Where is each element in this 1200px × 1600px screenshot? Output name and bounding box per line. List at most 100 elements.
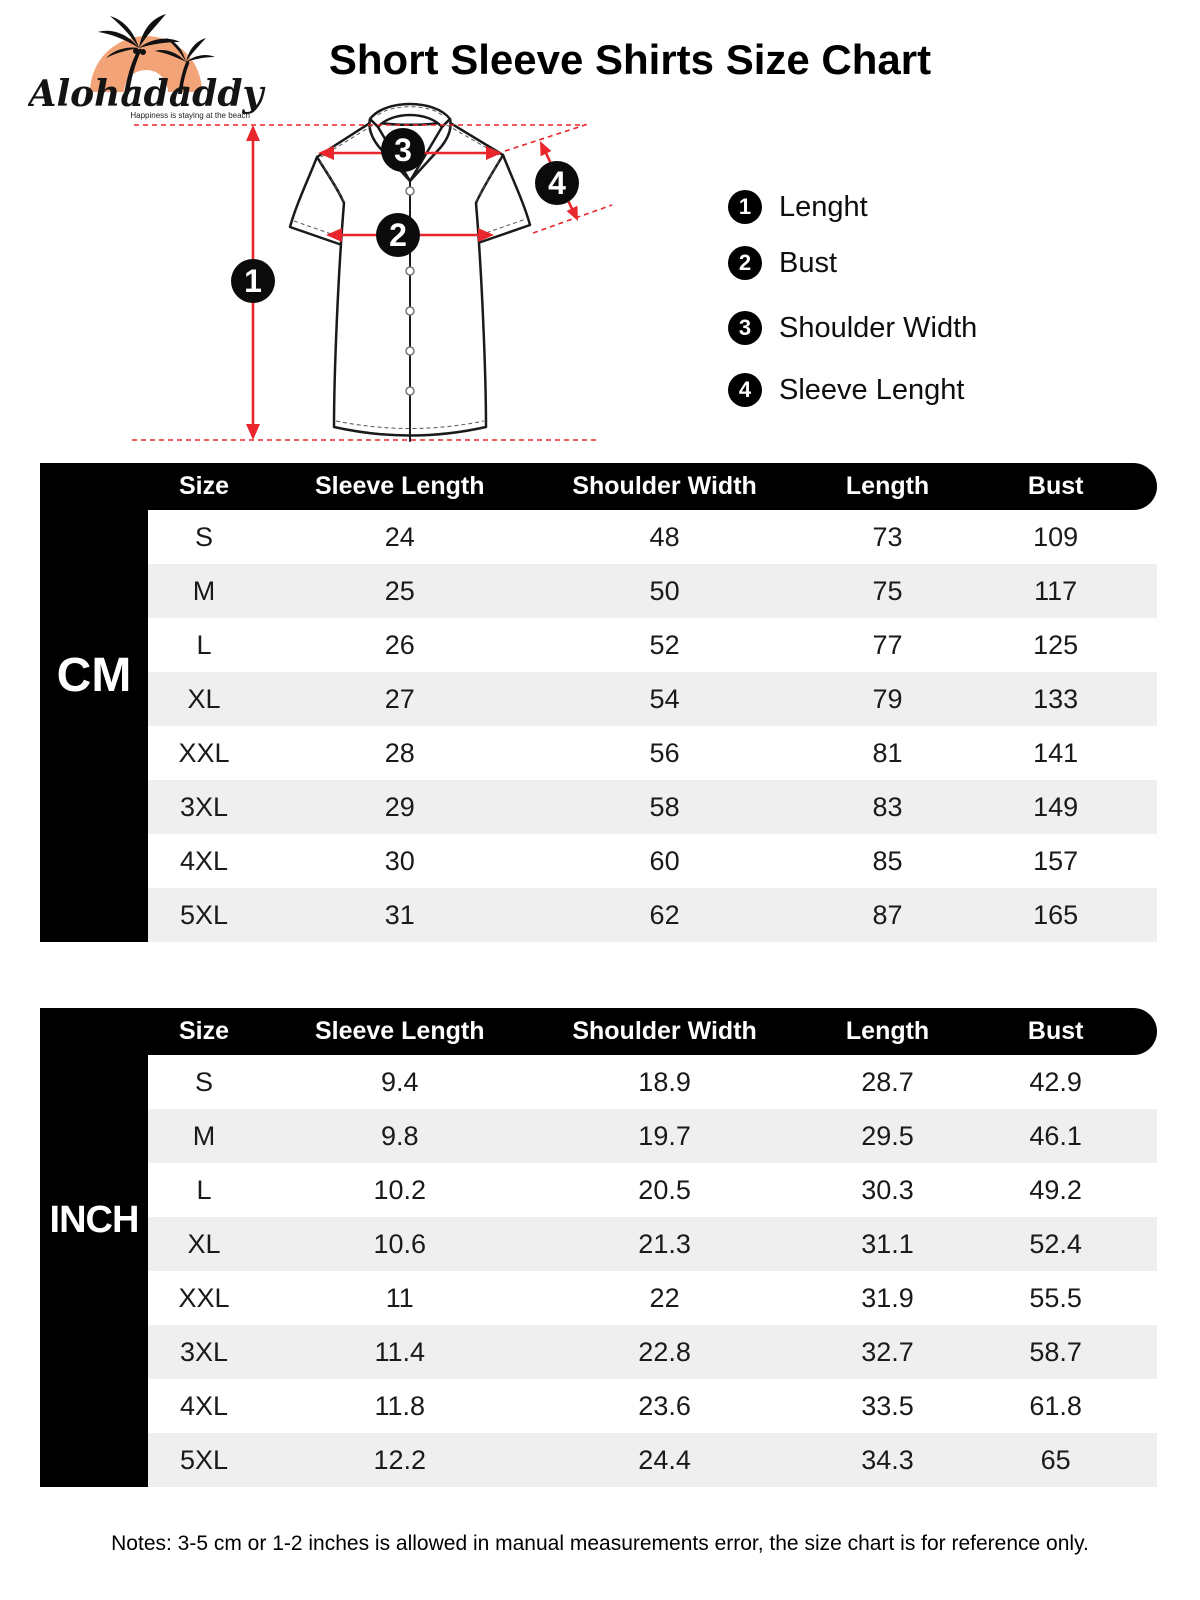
value-cell: 117 [1034,575,1078,606]
legend-badge-3: 3 [728,311,762,345]
legend-item-shoulder-width: 3 Shoulder Width [728,311,977,345]
size-cell: 5XL [179,899,229,930]
brand-name: Alohadaddy [28,73,266,115]
table-row-xl: XL 27 54 79 133 [148,672,1157,726]
unit-text-cm: CM [56,649,132,702]
value-cell: 31 [384,899,415,930]
value-cell: 31.9 [861,1282,914,1313]
value-cell: 133 [1033,683,1079,714]
column-header-shoulder-width: Shoulder Width [572,1017,757,1045]
brand-logo: Alohadaddy Happiness is staying at the b… [26,6,268,124]
badge-4: 4 [548,165,566,201]
size-cell: XL [187,683,221,714]
size-table-inch: Size Sleeve Length Shoulder Width Length Bus… [40,1008,1157,1487]
arrow-heads [246,125,578,440]
column-header-size: Size [178,472,229,500]
size-cell: M [192,575,216,606]
badge-2: 2 [389,217,407,253]
value-cell: 20.5 [638,1174,691,1205]
value-cell: 50 [649,575,680,606]
legend-item-length: 1 Lenght [728,190,868,224]
size-cell: 4XL [179,845,229,876]
value-cell: 157 [1033,845,1079,876]
size-cell: XXL [178,1282,230,1313]
size-cell: XL [187,1228,221,1259]
value-cell: 29 [384,791,415,822]
column-header-size: Size [178,1017,229,1045]
value-cell: 30.3 [861,1174,914,1205]
value-cell: 12.2 [373,1444,426,1475]
table-row-4xl: 4XL 11.8 23.6 33.5 61.8 [148,1379,1157,1433]
value-cell: 61.8 [1029,1390,1082,1421]
table-row-m: M 25 50 75 117 [148,564,1157,618]
shirt-buttons [405,186,415,396]
value-cell: 109 [1033,521,1079,552]
value-cell: 24.4 [638,1444,691,1475]
table-row-s: S 9.4 18.9 28.7 42.9 [148,1055,1157,1109]
size-cell: 3XL [179,1336,229,1367]
column-header-sleeve-length: Sleeve Length [314,472,485,500]
table-row-5xl: 5XL 12.2 24.4 34.3 65 [148,1433,1157,1487]
column-header-bust: Bust [1027,1017,1084,1045]
table-row-xxl: XXL 11 22 31.9 55.5 [148,1271,1157,1325]
value-cell: 28.7 [861,1066,914,1097]
value-cell: 19.7 [638,1120,691,1151]
table-body-inch: S 9.4 18.9 28.7 42.9 M 9.8 19.7 29.5 46.1 L 10.2 20.… [148,1055,1157,1487]
unit-label-inch: INCH [40,1008,148,1487]
value-cell: 83 [872,791,903,822]
size-cell: L [196,629,212,660]
column-header-bust: Bust [1027,472,1084,500]
value-cell: 60 [649,845,680,876]
size-cell: XXL [178,737,230,768]
table-row-5xl: 5XL 31 62 87 165 [148,888,1157,942]
palm-beach-logo-icon: Alohadaddy Happiness is staying at the b… [26,14,266,120]
value-cell: 11.4 [374,1336,425,1367]
value-cell: 22 [649,1282,680,1313]
badge-1: 1 [244,263,262,299]
table-row-l: L 26 52 77 125 [148,618,1157,672]
value-cell: 11 [385,1282,414,1313]
value-cell: 46.1 [1029,1120,1082,1151]
size-cell: L [196,1174,212,1205]
sun-arch-shape [90,36,202,92]
shirt-diagram-graphic: 1 2 3 4 [132,102,613,442]
value-cell: 10.2 [373,1174,426,1205]
value-cell: 73 [872,521,903,552]
table-row-4xl: 4XL 30 60 85 157 [148,834,1157,888]
value-cell: 29.5 [861,1120,914,1151]
value-cell: 11.8 [374,1390,425,1421]
value-cell: 81 [872,737,903,768]
value-cell: 149 [1033,791,1079,822]
table-row-xl: XL 10.6 21.3 31.1 52.4 [148,1217,1157,1271]
value-cell: 58.7 [1029,1336,1082,1367]
value-cell: 25 [384,575,415,606]
unit-label-cm: CM [40,463,148,942]
table-row-3xl: 3XL 29 58 83 149 [148,780,1157,834]
value-cell: 55.5 [1029,1282,1082,1313]
legend-label-shoulder-width: Shoulder Width [779,311,978,344]
value-cell: 26 [384,629,415,660]
table-body-cm: S 24 48 73 109 M 25 50 75 117 L 26 52 77 125 XL 27 54 79 13… [148,510,1157,942]
value-cell: 30 [384,845,415,876]
table-row-xxl: XXL 28 56 81 141 [148,726,1157,780]
value-cell: 85 [872,845,903,876]
value-cell: 77 [872,629,903,660]
value-cell: 23.6 [638,1390,691,1421]
value-cell: 49.2 [1029,1174,1082,1205]
value-cell: 58 [649,791,680,822]
legend-badge-1: 1 [728,190,762,224]
value-cell: 24 [384,521,415,552]
table-header-inch: Size Sleeve Length Shoulder Width Length Bus… [40,1008,1157,1055]
value-cell: 165 [1033,899,1079,930]
table-row-m: M 9.8 19.7 29.5 46.1 [148,1109,1157,1163]
value-cell: 18.9 [638,1066,691,1097]
value-cell: 52.4 [1029,1228,1082,1259]
value-cell: 27 [384,683,415,714]
table-row-l: L 10.2 20.5 30.3 49.2 [148,1163,1157,1217]
size-cell: 4XL [179,1390,229,1421]
column-header-length: Length [845,472,930,500]
value-cell: 33.5 [861,1390,914,1421]
value-cell: 9.4 [380,1066,419,1097]
value-cell: 87 [872,899,903,930]
